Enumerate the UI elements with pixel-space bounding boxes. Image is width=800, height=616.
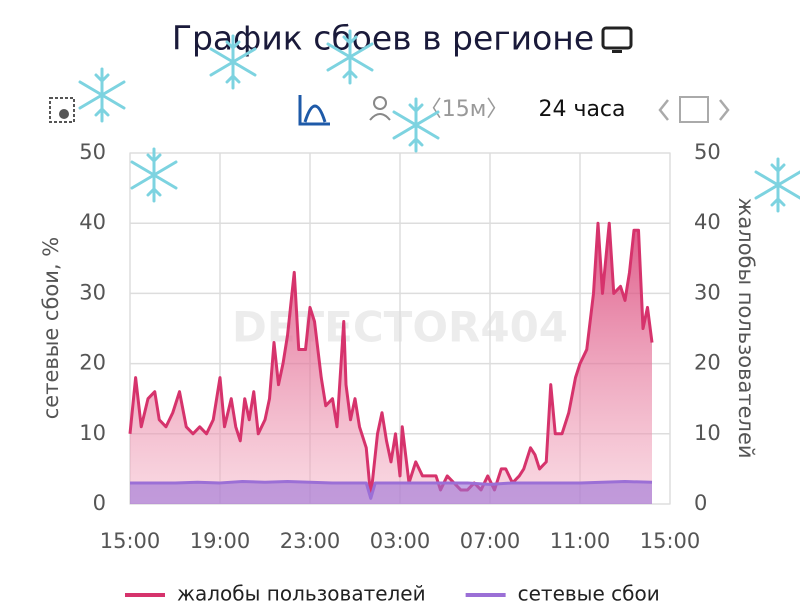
legend-label[interactable]: сетевые сбои — [518, 582, 660, 606]
interval-selector[interactable]: 〈15м〉 — [420, 97, 509, 122]
area — [130, 223, 652, 504]
snowflake — [78, 67, 126, 123]
y2-tick-label: 10 — [694, 421, 721, 445]
y-axis-label: сетевые сбои, % — [39, 237, 63, 419]
area — [130, 481, 652, 504]
x-tick-label: 07:00 — [460, 529, 521, 553]
chart-type-button[interactable] — [298, 95, 330, 126]
y2-tick-label: 40 — [694, 210, 721, 234]
y2-tick-label: 30 — [694, 280, 721, 304]
x-tick-label: 15:00 — [640, 529, 701, 553]
x-tick-label: 11:00 — [550, 529, 611, 553]
snowflake — [754, 157, 800, 213]
monitor-icon — [601, 26, 633, 53]
legend-label[interactable]: жалобы пользователей — [177, 582, 426, 606]
date-picker[interactable] — [658, 96, 730, 123]
y-tick-label: 10 — [79, 421, 106, 445]
x-tick-label: 19:00 — [190, 529, 251, 553]
x-tick-label: 15:00 — [100, 529, 161, 553]
y-tick-label: 50 — [79, 140, 106, 164]
range-selector[interactable]: 24 часа — [538, 97, 625, 122]
y-tick-label: 0 — [93, 491, 106, 515]
user-icon — [369, 96, 391, 121]
y2-tick-label: 0 — [694, 491, 707, 515]
y2-tick-label: 50 — [694, 140, 721, 164]
y-tick-label: 40 — [79, 210, 106, 234]
screenshot-button[interactable] — [49, 97, 75, 123]
x-tick-label: 03:00 — [370, 529, 431, 553]
line — [130, 480, 653, 500]
y2-axis-label: жалобы пользователей — [734, 197, 758, 458]
y2-tick-label: 20 — [694, 351, 721, 375]
line — [128, 221, 654, 499]
y-tick-label: 30 — [79, 280, 106, 304]
x-tick-label: 23:00 — [280, 529, 341, 553]
y-tick-label: 20 — [79, 351, 106, 375]
chart-title: График сбоев в регионе — [172, 19, 594, 58]
